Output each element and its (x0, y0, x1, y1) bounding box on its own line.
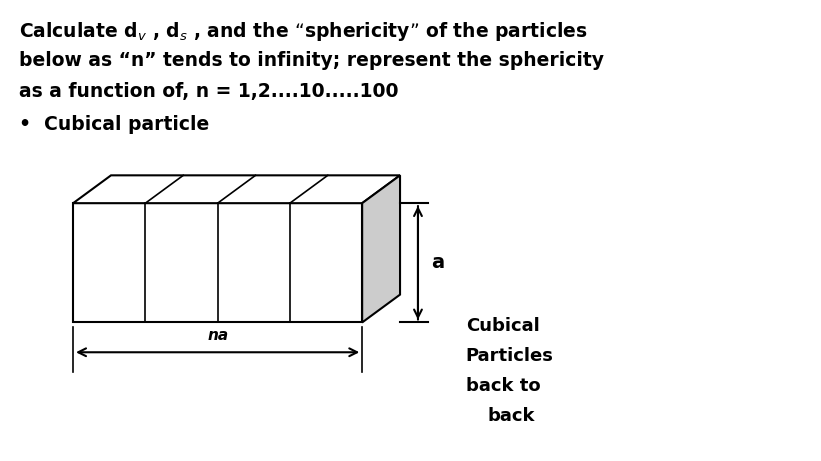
Text: below as “n” tends to infinity; represent the sphericity: below as “n” tends to infinity; represen… (20, 51, 604, 70)
Text: Cubical: Cubical (466, 318, 539, 336)
Text: Particles: Particles (466, 347, 553, 365)
Polygon shape (73, 175, 400, 203)
Text: •  Cubical particle: • Cubical particle (20, 115, 209, 134)
Text: back: back (488, 407, 535, 425)
Text: back to: back to (466, 377, 540, 395)
Text: Calculate d$_v$ , d$_s$ , and the “sphericity” of the particles: Calculate d$_v$ , d$_s$ , and the “spher… (20, 20, 588, 43)
Text: a: a (431, 253, 444, 272)
Text: na: na (207, 328, 228, 343)
Polygon shape (362, 175, 400, 322)
Text: as a function of, n = 1,2....10.....100: as a function of, n = 1,2....10.....100 (20, 82, 399, 101)
